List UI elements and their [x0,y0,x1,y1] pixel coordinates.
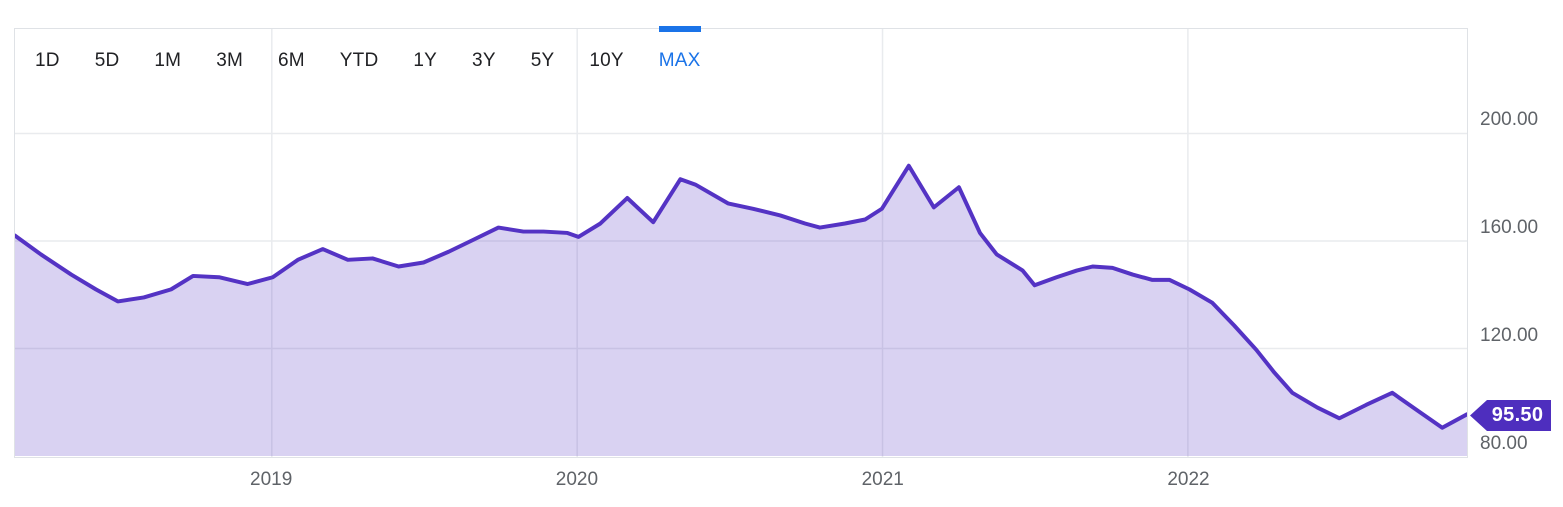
x-axis-label: 2022 [1167,469,1210,490]
range-tab-3y[interactable]: 3Y [472,50,496,71]
range-tab-max[interactable]: MAX [658,26,701,93]
range-tab-1d[interactable]: 1D [35,50,60,71]
range-tab-1m[interactable]: 1M [154,50,182,71]
y-axis-label: 160.00 [1480,216,1539,238]
y-axis-label: 200.00 [1480,109,1539,130]
current-price-value: 95.50 [1491,404,1544,426]
current-price-tag: 95.50 [1470,400,1551,431]
y-axis-label: 80.00 [1480,432,1528,454]
x-axis-label: 2020 [555,469,599,490]
range-tab-10y[interactable]: 10Y [589,50,624,71]
price-chart[interactable] [15,29,1467,457]
range-tab-1y[interactable]: 1Y [413,50,438,71]
range-tab-6m[interactable]: 6M [278,50,305,71]
x-axis-label: 2019 [250,469,293,490]
range-tab-ytd[interactable]: YTD [339,50,379,71]
x-axis-label: 2021 [861,469,904,490]
range-tab-3m[interactable]: 3M [216,50,243,71]
range-tab-5d[interactable]: 5D [94,50,120,71]
price-line [15,163,1467,430]
y-axis-label: 120.00 [1480,324,1539,346]
price-area-fill [15,165,1467,457]
active-tab-indicator [658,26,701,32]
range-tabs: 1D 5D 1M 3M 6M YTD 1Y 3Y 5Y 10Y MAX [15,26,1467,93]
chart-card: 1D 5D 1M 3M 6M YTD 1Y 3Y 5Y 10Y MAX [14,26,1468,458]
range-tab-5y[interactable]: 5Y [530,50,555,71]
